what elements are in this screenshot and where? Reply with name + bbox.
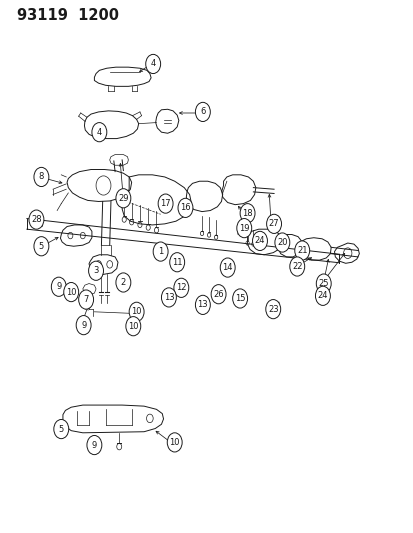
Circle shape bbox=[145, 54, 160, 74]
Circle shape bbox=[274, 233, 289, 252]
Text: 26: 26 bbox=[213, 290, 223, 298]
Circle shape bbox=[78, 290, 93, 309]
Text: 10: 10 bbox=[169, 438, 180, 447]
Circle shape bbox=[266, 214, 281, 233]
Circle shape bbox=[232, 289, 247, 308]
Circle shape bbox=[76, 316, 91, 335]
Text: 11: 11 bbox=[171, 258, 182, 266]
Text: 9: 9 bbox=[92, 441, 97, 449]
Circle shape bbox=[178, 198, 192, 217]
Circle shape bbox=[116, 273, 131, 292]
Text: 21: 21 bbox=[296, 246, 307, 255]
Text: 9: 9 bbox=[56, 282, 61, 291]
Circle shape bbox=[51, 277, 66, 296]
Circle shape bbox=[265, 300, 280, 319]
Circle shape bbox=[126, 317, 140, 336]
Text: 1: 1 bbox=[158, 247, 163, 256]
Circle shape bbox=[88, 261, 103, 280]
Circle shape bbox=[64, 282, 78, 302]
Circle shape bbox=[195, 295, 210, 314]
Circle shape bbox=[294, 241, 309, 260]
Text: 16: 16 bbox=[180, 204, 190, 212]
Circle shape bbox=[169, 253, 184, 272]
Circle shape bbox=[220, 258, 235, 277]
Circle shape bbox=[161, 288, 176, 307]
Circle shape bbox=[316, 274, 330, 293]
Text: 20: 20 bbox=[276, 238, 287, 247]
Circle shape bbox=[29, 210, 44, 229]
Text: 17: 17 bbox=[160, 199, 171, 208]
Text: 15: 15 bbox=[234, 294, 245, 303]
Text: 3: 3 bbox=[93, 266, 98, 275]
Circle shape bbox=[236, 219, 251, 238]
Text: 13: 13 bbox=[197, 301, 208, 309]
Circle shape bbox=[116, 189, 131, 208]
Text: 18: 18 bbox=[242, 209, 252, 217]
Circle shape bbox=[34, 237, 49, 256]
Text: 25: 25 bbox=[318, 279, 328, 288]
Circle shape bbox=[129, 302, 144, 321]
Text: 4: 4 bbox=[97, 128, 102, 136]
Text: 29: 29 bbox=[118, 194, 128, 203]
Text: 6: 6 bbox=[200, 108, 205, 116]
Circle shape bbox=[240, 204, 254, 223]
Text: 24: 24 bbox=[317, 292, 328, 300]
Text: 4: 4 bbox=[150, 60, 155, 68]
Circle shape bbox=[195, 102, 210, 122]
Text: 7: 7 bbox=[83, 295, 88, 304]
Text: 8: 8 bbox=[39, 173, 44, 181]
Circle shape bbox=[87, 435, 102, 455]
Circle shape bbox=[289, 257, 304, 276]
Text: 5: 5 bbox=[59, 425, 64, 433]
Text: 23: 23 bbox=[267, 305, 278, 313]
Circle shape bbox=[54, 419, 69, 439]
Text: 10: 10 bbox=[66, 288, 76, 296]
Text: 10: 10 bbox=[131, 308, 142, 316]
Text: 5: 5 bbox=[39, 242, 44, 251]
Text: 10: 10 bbox=[128, 322, 138, 330]
Text: 28: 28 bbox=[31, 215, 42, 224]
Text: 2: 2 bbox=[121, 278, 126, 287]
Text: 12: 12 bbox=[176, 284, 186, 292]
Circle shape bbox=[153, 242, 168, 261]
Text: 27: 27 bbox=[268, 220, 279, 228]
Text: 13: 13 bbox=[163, 293, 174, 302]
Circle shape bbox=[252, 231, 267, 251]
Circle shape bbox=[158, 194, 173, 213]
Circle shape bbox=[34, 167, 49, 187]
Circle shape bbox=[211, 285, 225, 304]
Text: 24: 24 bbox=[254, 237, 265, 245]
Text: 14: 14 bbox=[222, 263, 233, 272]
Text: 22: 22 bbox=[291, 262, 302, 271]
Text: 9: 9 bbox=[81, 321, 86, 329]
Circle shape bbox=[173, 278, 188, 297]
Circle shape bbox=[167, 433, 182, 452]
Circle shape bbox=[315, 286, 330, 305]
Circle shape bbox=[92, 123, 107, 142]
Text: 19: 19 bbox=[238, 224, 249, 232]
Text: 93119  1200: 93119 1200 bbox=[17, 8, 118, 23]
